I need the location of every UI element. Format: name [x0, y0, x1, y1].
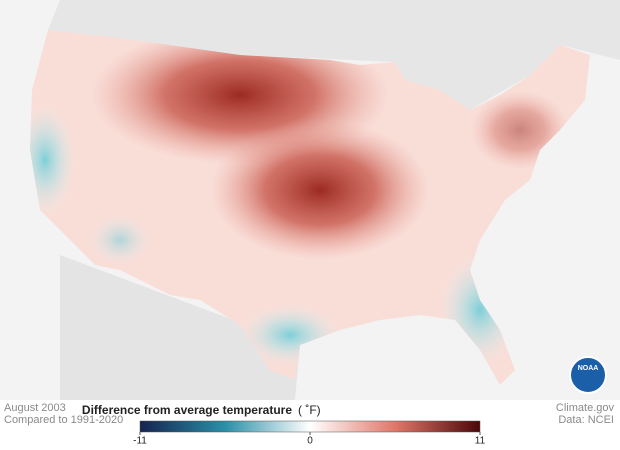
colorbar-tick-label: 11 — [475, 436, 486, 447]
canada — [48, 0, 620, 110]
colorbar-unit: ( ˚F) — [298, 403, 321, 417]
site: Climate.gov — [556, 402, 615, 414]
date: August 2003 — [4, 402, 66, 414]
colorbar-tick-label: 0 — [307, 436, 313, 447]
colorbar-tick-label: -11 — [133, 436, 147, 447]
colorbar — [139, 420, 481, 433]
baseline: Compared to 1991-2020 — [4, 414, 123, 426]
logo-text: NOAA — [578, 365, 599, 372]
mexico — [60, 255, 300, 400]
noaa-logo — [569, 356, 607, 394]
source: Data: NCEI — [558, 414, 614, 426]
colorbar-title: Difference from average temperature — [82, 403, 292, 417]
